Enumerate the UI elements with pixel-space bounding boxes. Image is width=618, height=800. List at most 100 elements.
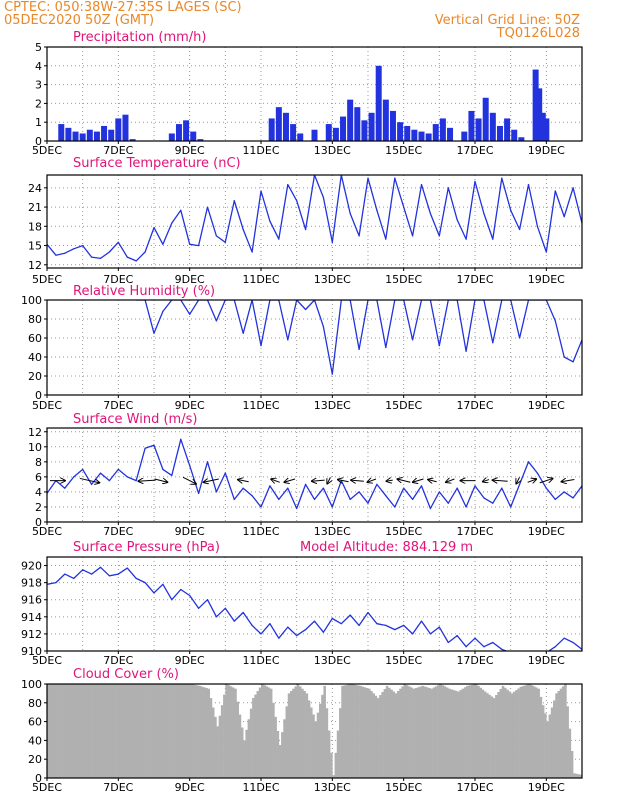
cloud-column — [194, 684, 197, 778]
cloud-column — [437, 685, 440, 778]
cloud-column — [227, 685, 231, 778]
wind-point — [189, 465, 191, 467]
wind-xtick-label: 11DEC — [242, 525, 279, 538]
cloud-column — [211, 707, 215, 778]
temp-point — [429, 212, 432, 215]
cloud-column — [535, 687, 538, 778]
rh-point — [304, 308, 307, 311]
cloud-column — [490, 696, 494, 778]
temp-point — [554, 190, 556, 192]
cloud-column — [69, 684, 72, 778]
cloud-column — [174, 684, 177, 778]
temp-point — [64, 252, 66, 254]
pres-point — [242, 611, 244, 614]
temp-point — [447, 187, 449, 189]
pres-point — [510, 652, 511, 653]
cloud-xtick-label: 5DEC — [32, 781, 62, 794]
precip-bar — [325, 124, 332, 141]
cloud-column — [394, 693, 398, 778]
cloud-column — [559, 688, 563, 778]
cloud-column — [140, 684, 144, 778]
precip-bar — [122, 114, 129, 141]
cloud-column — [176, 684, 179, 778]
pres-ytick-label: 920 — [21, 560, 42, 573]
cloud-column — [102, 684, 106, 778]
cloud-ytick-label: 20 — [28, 753, 42, 766]
wind-point — [224, 472, 226, 474]
cloud-column — [332, 775, 335, 778]
pres-point — [108, 575, 111, 577]
rh-series-line — [136, 300, 582, 375]
cloud-column — [145, 684, 148, 778]
wind-arrow — [327, 477, 330, 484]
cloud-column — [555, 693, 558, 778]
rh-point — [153, 332, 155, 334]
cloud-column — [276, 731, 280, 778]
precip-bar — [340, 116, 347, 141]
cloud-column — [116, 684, 119, 778]
precip-bar — [536, 88, 543, 141]
cloud-column — [459, 690, 462, 778]
pres-point — [144, 582, 146, 584]
cloud-column — [252, 698, 255, 778]
wind-point — [394, 506, 396, 508]
cloud-column — [347, 684, 351, 778]
cloud-column — [147, 684, 150, 778]
cloud-column — [254, 694, 257, 778]
cloud-column — [129, 684, 133, 778]
wind-point — [287, 487, 289, 489]
cloud-column — [272, 702, 275, 778]
cloud-column — [100, 684, 104, 778]
cloud-column — [506, 689, 509, 778]
temp-xtick-label: 15DEC — [385, 273, 422, 286]
pres-ytick-label: 914 — [21, 611, 42, 624]
cloud-column — [570, 750, 574, 778]
cloud-column — [285, 706, 289, 778]
cloud-column — [401, 686, 404, 778]
cloud-column — [446, 687, 449, 778]
cloud-ytick-label: 80 — [28, 697, 42, 710]
wind-point — [233, 498, 235, 501]
cloud-column — [133, 684, 137, 778]
wind-point — [322, 487, 325, 489]
temp-point — [251, 251, 253, 253]
wind-point — [251, 495, 253, 497]
cloud-column — [189, 684, 193, 778]
pres-point — [465, 646, 467, 648]
precip-bar — [389, 110, 396, 141]
cloud-column — [312, 714, 315, 778]
temp-xtick-label: 9DEC — [175, 273, 205, 286]
cloud-column — [356, 685, 360, 778]
temp-point — [180, 209, 182, 211]
cloud-column — [162, 684, 166, 778]
cloud-column — [225, 684, 228, 778]
precip-bar — [332, 127, 339, 141]
wind-point — [180, 438, 182, 440]
wind-ytick-label: 12 — [28, 426, 42, 439]
cloud-column — [432, 687, 436, 778]
wind-point — [162, 468, 164, 470]
precip-bar — [368, 112, 375, 141]
precip-bar — [190, 131, 197, 141]
cloud-column — [191, 684, 195, 778]
temp-point — [278, 238, 280, 240]
cloud-column — [96, 684, 99, 778]
cloud-column — [495, 695, 498, 778]
temp-point — [349, 212, 351, 215]
cloud-column — [151, 684, 155, 778]
cloud-column — [568, 728, 572, 778]
cloud-column — [198, 685, 202, 778]
wind-arrow — [428, 480, 437, 482]
rh-point — [189, 313, 191, 315]
precip-ytick-label: 3 — [35, 79, 42, 92]
precip-bar — [425, 133, 432, 141]
cloud-column — [510, 693, 514, 778]
temp-point — [394, 177, 396, 179]
wind-point — [438, 491, 440, 493]
cloud-column — [421, 685, 425, 778]
temp-point — [126, 256, 128, 258]
pres-point — [287, 626, 289, 628]
temp-point — [117, 241, 119, 243]
cloud-column — [207, 688, 211, 778]
temp-point — [197, 244, 200, 247]
